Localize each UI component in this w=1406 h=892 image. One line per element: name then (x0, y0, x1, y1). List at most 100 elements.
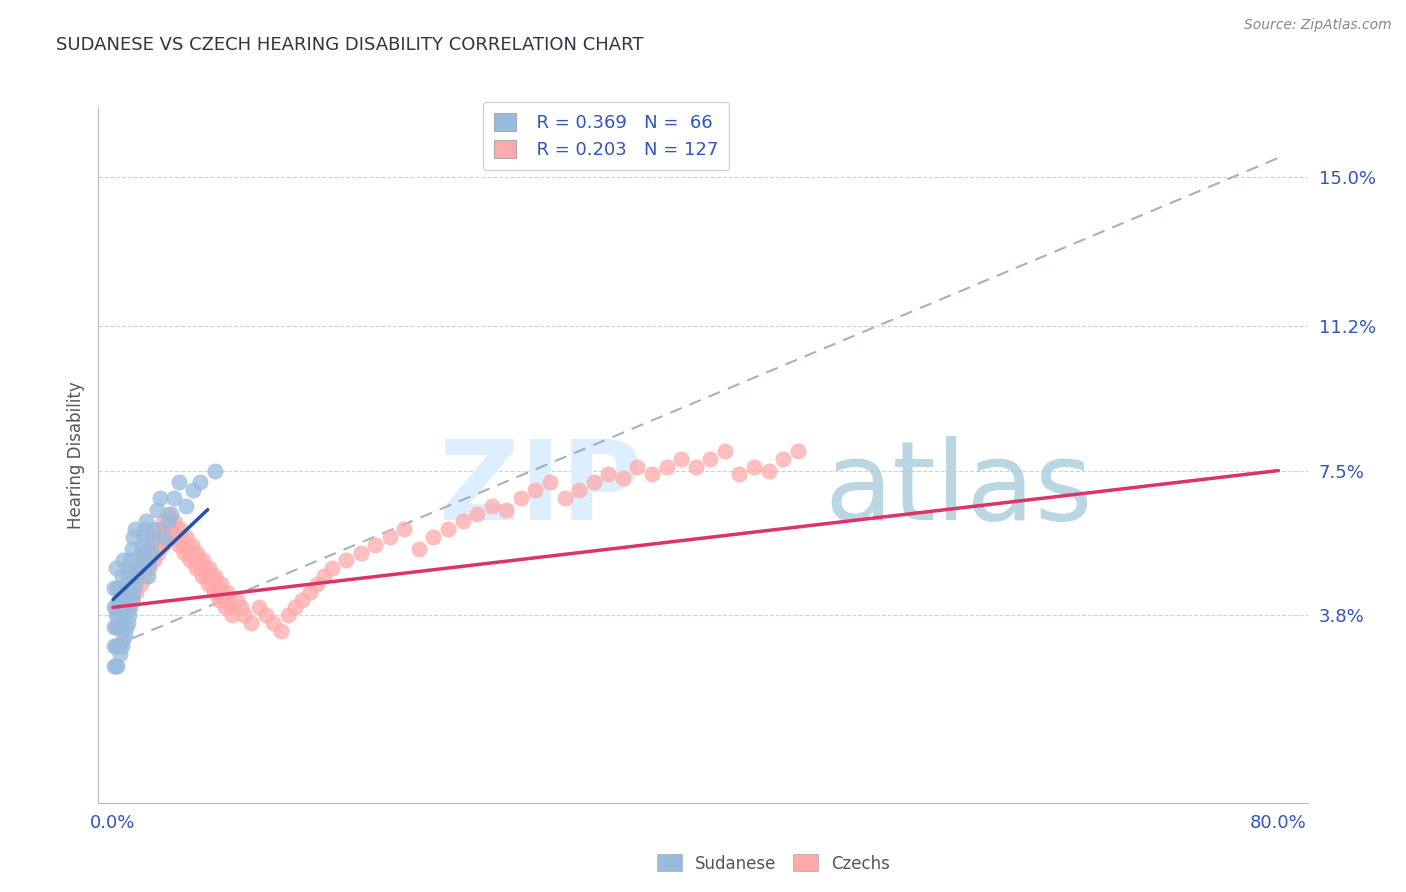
Legend: Sudanese, Czechs: Sudanese, Czechs (650, 847, 897, 880)
Point (127, 561, 149, 575)
Point (184, 561, 207, 575)
Point (183, 553, 205, 567)
Point (207, 584, 229, 599)
Point (104, 561, 127, 575)
Point (157, 514, 180, 528)
Point (124, 522, 146, 536)
Point (118, 561, 141, 575)
Point (568, 483, 591, 497)
Point (159, 514, 181, 528)
Point (247, 600, 270, 615)
Point (104, 659, 127, 673)
Point (173, 546, 195, 560)
Point (321, 561, 343, 575)
Point (139, 538, 162, 552)
Point (194, 561, 217, 575)
Point (221, 608, 243, 623)
Point (150, 530, 173, 544)
Point (204, 464, 226, 478)
Point (181, 483, 204, 497)
Point (162, 530, 184, 544)
Point (165, 522, 187, 536)
Point (124, 577, 146, 591)
Point (314, 569, 336, 583)
Point (145, 502, 167, 516)
Point (205, 577, 228, 591)
Point (598, 467, 620, 482)
Point (138, 558, 160, 572)
Point (139, 546, 162, 560)
Point (143, 530, 166, 544)
Point (699, 451, 721, 466)
Point (641, 467, 664, 482)
Point (111, 640, 134, 654)
Point (142, 553, 165, 567)
Point (742, 459, 765, 474)
Point (190, 475, 212, 490)
Point (437, 522, 460, 536)
Point (169, 522, 191, 536)
Point (112, 632, 135, 646)
Point (135, 546, 157, 560)
Point (110, 620, 132, 634)
Point (104, 608, 127, 623)
Point (108, 620, 131, 634)
Point (117, 569, 139, 583)
Point (120, 553, 142, 567)
Point (110, 592, 132, 607)
Point (191, 569, 214, 583)
Point (141, 533, 163, 548)
Point (231, 600, 253, 615)
Point (225, 592, 247, 607)
Point (115, 620, 138, 634)
Point (114, 592, 136, 607)
Point (146, 546, 169, 560)
Point (758, 464, 780, 478)
Point (127, 561, 149, 575)
Point (208, 592, 231, 607)
Point (153, 514, 176, 528)
Point (138, 561, 160, 575)
Point (108, 600, 131, 615)
Point (626, 459, 648, 474)
Point (612, 471, 634, 485)
Point (538, 475, 561, 490)
Point (118, 608, 141, 623)
Point (495, 502, 517, 516)
Point (112, 600, 135, 615)
Point (103, 600, 125, 615)
Point (128, 553, 150, 567)
Point (131, 553, 153, 567)
Point (378, 530, 401, 544)
Point (669, 451, 692, 466)
Point (160, 522, 183, 536)
Point (103, 620, 125, 634)
Point (110, 647, 132, 661)
Point (136, 553, 159, 567)
Point (108, 581, 131, 595)
Point (114, 628, 136, 642)
Point (181, 546, 204, 560)
Point (114, 597, 136, 611)
Point (105, 659, 128, 673)
Point (212, 592, 235, 607)
Point (108, 640, 131, 654)
Point (125, 584, 148, 599)
Point (176, 538, 198, 552)
Point (195, 569, 218, 583)
Point (134, 522, 156, 536)
Point (554, 491, 576, 505)
Point (128, 569, 150, 583)
Point (394, 522, 416, 536)
Point (202, 584, 225, 599)
Point (112, 584, 135, 599)
Point (218, 600, 240, 615)
Point (157, 507, 180, 521)
Point (465, 507, 488, 521)
Point (177, 546, 200, 560)
Point (129, 546, 152, 560)
Point (120, 600, 142, 615)
Point (270, 624, 292, 638)
Point (163, 491, 186, 505)
Point (174, 499, 197, 513)
